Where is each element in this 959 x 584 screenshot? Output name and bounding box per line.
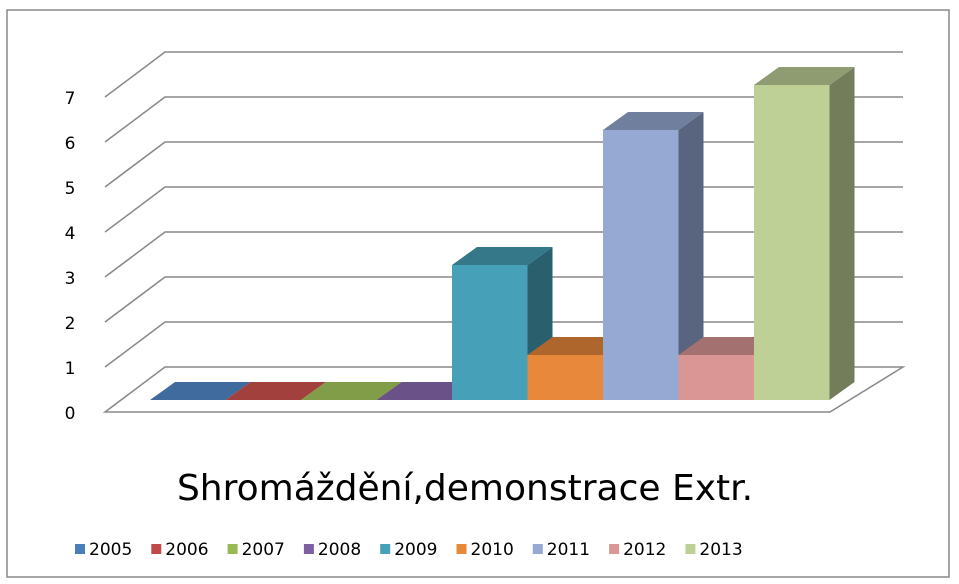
legend-swatch xyxy=(75,544,85,554)
bar-front xyxy=(452,265,528,400)
y-tick-label: 4 xyxy=(65,224,76,244)
bar xyxy=(150,382,251,400)
bar-top xyxy=(452,247,553,265)
y-tick-label: 3 xyxy=(65,269,76,289)
legend-swatch xyxy=(685,544,696,554)
bar xyxy=(603,112,704,400)
grid-line xyxy=(104,96,903,143)
y-tick-label: 6 xyxy=(65,134,76,154)
legend-swatch xyxy=(456,544,467,554)
bar-top xyxy=(301,382,402,400)
legend-label: 2007 xyxy=(242,540,285,560)
legend-label: 2005 xyxy=(89,540,132,560)
legend-swatch xyxy=(532,544,543,554)
legend-label: 2008 xyxy=(318,540,361,560)
y-tick-label: 2 xyxy=(65,314,76,334)
bar-top xyxy=(754,67,855,85)
y-tick-label: 5 xyxy=(65,179,76,199)
legend-label: 2009 xyxy=(394,540,437,560)
bar-top xyxy=(603,112,704,130)
y-tick-label: 7 xyxy=(65,89,76,109)
bar-top xyxy=(376,382,477,400)
bar xyxy=(301,382,402,400)
legend-swatch xyxy=(151,544,162,554)
bar xyxy=(754,67,855,400)
chart-title: Shromáždění,demonstrace Extr. xyxy=(177,468,753,509)
y-tick-label: 1 xyxy=(65,359,76,379)
legend-swatch xyxy=(380,544,391,554)
legend-label: 2011 xyxy=(547,540,590,560)
bar xyxy=(376,382,477,400)
grid-line xyxy=(104,51,903,98)
bar-top xyxy=(678,337,779,355)
bar-front xyxy=(678,355,754,400)
bar-top xyxy=(150,382,251,400)
bar-side xyxy=(678,112,704,400)
y-tick-label: 0 xyxy=(65,404,76,424)
bar-top xyxy=(527,337,628,355)
legend-label: 2012 xyxy=(623,540,666,560)
legend-label: 2010 xyxy=(471,540,514,560)
legend-swatch xyxy=(303,544,314,554)
bar-front xyxy=(527,355,603,400)
legend-label: 2013 xyxy=(699,540,742,560)
bar xyxy=(225,382,326,400)
bar-top xyxy=(225,382,326,400)
bar-front xyxy=(754,85,830,400)
bar-side xyxy=(829,67,855,400)
legend-label: 2006 xyxy=(165,540,208,560)
legend-swatch xyxy=(227,544,238,554)
bar-front xyxy=(603,130,679,400)
legend-swatch xyxy=(609,544,620,554)
